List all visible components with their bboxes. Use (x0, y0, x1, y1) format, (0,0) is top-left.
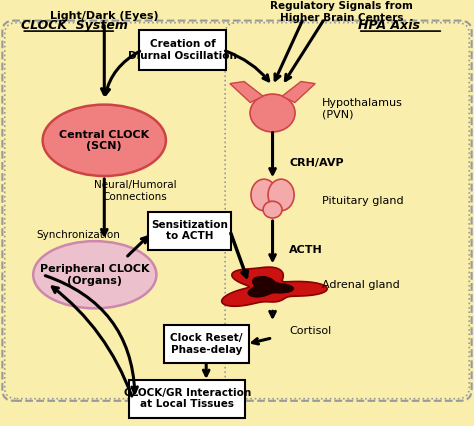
FancyBboxPatch shape (148, 212, 231, 250)
Text: Synchronization: Synchronization (36, 230, 120, 240)
Ellipse shape (43, 105, 166, 176)
Ellipse shape (33, 241, 156, 308)
Text: HPA Axis: HPA Axis (358, 19, 420, 32)
Text: ACTH: ACTH (289, 245, 323, 255)
Text: Cortisol: Cortisol (289, 326, 331, 337)
Ellipse shape (263, 201, 282, 218)
FancyBboxPatch shape (129, 380, 246, 417)
Text: Regulatory Signals from
Higher Brain Centers: Regulatory Signals from Higher Brain Cen… (270, 1, 413, 23)
Text: Adrenal gland: Adrenal gland (322, 280, 400, 290)
FancyBboxPatch shape (164, 325, 249, 363)
Polygon shape (282, 81, 315, 103)
Text: Creation of
Diurnal Oscillation: Creation of Diurnal Oscillation (128, 39, 237, 61)
Text: Pituitary gland: Pituitary gland (322, 196, 404, 206)
Text: CLOCK/GR Interaction
at Local Tissues: CLOCK/GR Interaction at Local Tissues (124, 388, 251, 409)
FancyBboxPatch shape (138, 30, 226, 70)
Ellipse shape (250, 94, 295, 132)
FancyBboxPatch shape (5, 23, 239, 399)
Ellipse shape (251, 179, 277, 211)
Text: CRH/AVP: CRH/AVP (289, 158, 344, 168)
Ellipse shape (268, 179, 294, 211)
Polygon shape (248, 276, 294, 297)
FancyBboxPatch shape (2, 20, 472, 401)
Text: Peripheral CLOCK
(Organs): Peripheral CLOCK (Organs) (40, 264, 150, 285)
Text: Light/Dark (Eyes): Light/Dark (Eyes) (50, 12, 159, 21)
Text: Central CLOCK
(SCN): Central CLOCK (SCN) (59, 130, 149, 151)
Text: Hypothalamus
(PVN): Hypothalamus (PVN) (322, 98, 403, 120)
Text: Neural/Humoral
Connections: Neural/Humoral Connections (94, 180, 176, 201)
Text: CLOCK  System: CLOCK System (21, 19, 128, 32)
Polygon shape (222, 267, 327, 306)
Polygon shape (230, 81, 263, 103)
Text: Sensitization
to ACTH: Sensitization to ACTH (151, 220, 228, 242)
FancyBboxPatch shape (225, 23, 469, 399)
Text: Clock Reset/
Phase-delay: Clock Reset/ Phase-delay (170, 333, 242, 355)
